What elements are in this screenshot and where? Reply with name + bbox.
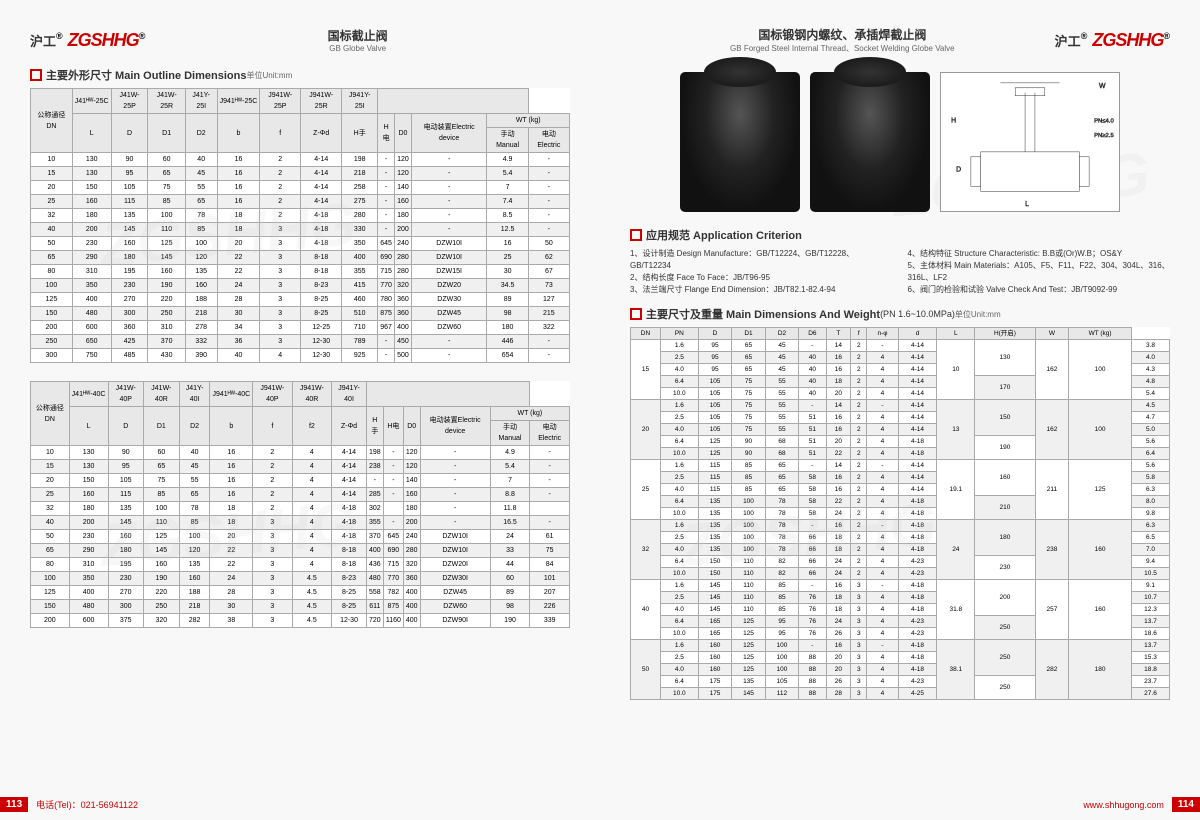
svg-text:D: D (956, 167, 961, 174)
page-title: 国标锻钢内螺纹、承插焊截止阀GB Forged Steel Internal T… (630, 26, 1055, 54)
logo: 沪工® ZGSHHG® (1055, 30, 1170, 51)
svg-text:H: H (951, 117, 956, 124)
product-images: PN≤4.0 PN≥2.5 L D W H (630, 67, 1170, 217)
svg-text:PN≥2.5: PN≥2.5 (1094, 133, 1114, 139)
footer-left: 113 电话(Tel)：021-56941122 (0, 797, 138, 812)
logo: 沪工® ZGSHHG® (30, 30, 145, 51)
section-heading: 主要外形尺寸 Main Outline Dimensions单位Unit:mm (30, 67, 570, 83)
dimensions-table-40: 公称通径DNJ41ᴴᵂ-40CJ41W-40PJ41W-40RJ41Y-40IJ… (30, 381, 570, 628)
criterion-list: 1、设计制造 Design Manufacture：GB/T12224、GB/T… (630, 248, 1170, 296)
page-title: 国标截止阀GB Globe Valve (145, 27, 570, 53)
dimensions-table-25: 公称通径DNJ41ᴴᵂ-25CJ41W-25PJ41W-25RJ41Y-25IJ… (30, 88, 570, 363)
valve-photo-1 (680, 72, 800, 212)
valve-photo-2 (810, 72, 930, 212)
page-number: 113 (0, 797, 28, 812)
header-left: 沪工® ZGSHHG® 国标截止阀GB Globe Valve (30, 25, 570, 55)
technical-diagram: PN≤4.0 PN≥2.5 L D W H (940, 72, 1120, 212)
page-number: 114 (1172, 797, 1200, 812)
svg-text:L: L (1025, 201, 1029, 208)
svg-text:W: W (1099, 83, 1106, 90)
criterion-heading: 应用规范 Application Criterion (630, 227, 1170, 243)
svg-text:PN≤4.0: PN≤4.0 (1094, 118, 1114, 124)
footer-right: www.shhugong.com 114 (1083, 797, 1200, 812)
header-right: 国标锻钢内螺纹、承插焊截止阀GB Forged Steel Internal T… (630, 25, 1170, 55)
telephone: 电话(Tel)：021-56941122 (36, 798, 138, 811)
dimensions-weight-table: DNPNDD1D2D6Tfn-φdLH(开启)WWT (kg)151.69565… (630, 327, 1170, 700)
website-url: www.shhugong.com (1083, 800, 1164, 810)
dimensions-heading: 主要尺寸及重量 Main Dimensions And Weight (PN 1… (630, 306, 1170, 322)
